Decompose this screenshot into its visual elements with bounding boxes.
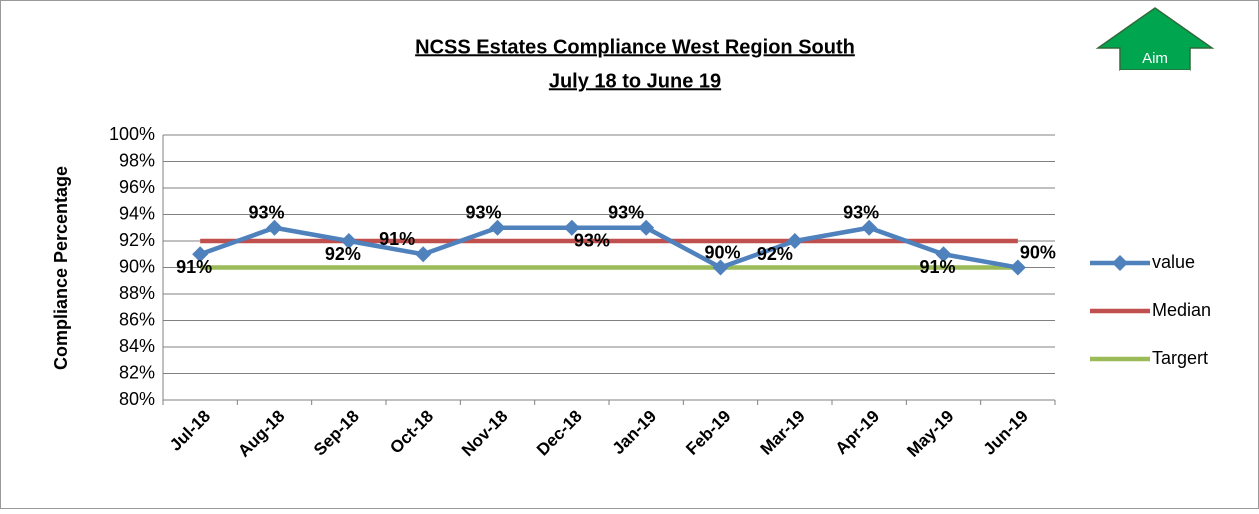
data-label: 90% — [1020, 242, 1056, 262]
y-tick-label: 94% — [119, 203, 155, 223]
y-axis-label: Compliance Percentage — [51, 166, 71, 370]
y-tick-label: 92% — [119, 230, 155, 250]
series-line — [199, 225, 1019, 270]
y-tick-label: 98% — [119, 150, 155, 170]
point-marker — [861, 219, 878, 236]
data-label: 93% — [465, 203, 501, 223]
data-label: 93% — [843, 203, 879, 223]
y-tick-label: 86% — [119, 309, 155, 329]
point-marker — [192, 246, 209, 263]
data-label: 91% — [919, 257, 955, 277]
chart-title: NCSS Estates Compliance West Region Sout… — [415, 36, 855, 58]
point-marker — [786, 233, 803, 249]
y-tick-label: 82% — [119, 362, 155, 382]
point-marker — [935, 246, 952, 263]
data-label: 91% — [176, 257, 212, 277]
point-marker — [266, 219, 283, 236]
point-marker — [638, 219, 655, 236]
annotation-line: 90% — [1140, 67, 1170, 84]
annotation-line: Aim — [1142, 50, 1168, 67]
point-marker — [1009, 259, 1026, 276]
y-tick-label: 80% — [119, 389, 155, 409]
point-marker — [563, 219, 580, 236]
y-tick-label: 90% — [119, 256, 155, 276]
legend-marker — [1112, 255, 1128, 271]
data-label: 90% — [704, 242, 740, 262]
data-label: 92% — [325, 244, 361, 264]
legend-label: Targert — [1152, 348, 1208, 368]
legend-label: Median — [1152, 300, 1211, 320]
legend-label: value — [1152, 252, 1195, 272]
point-marker — [340, 233, 357, 249]
point-marker — [415, 246, 432, 263]
data-label: 93% — [574, 231, 610, 251]
data-label: 91% — [379, 229, 415, 249]
y-tick-label: 100% — [109, 124, 155, 144]
arrow-clip — [1120, 70, 1190, 73]
point-marker — [489, 219, 506, 236]
data-label: 93% — [248, 203, 284, 223]
data-label: 92% — [757, 244, 793, 264]
y-tick-label: 96% — [119, 177, 155, 197]
data-label: 93% — [608, 203, 644, 223]
y-tick-label: 84% — [119, 336, 155, 356]
chart-subtitle: July 18 to June 19 — [549, 70, 721, 92]
y-tick-label: 88% — [119, 283, 155, 303]
point-marker — [712, 259, 729, 276]
